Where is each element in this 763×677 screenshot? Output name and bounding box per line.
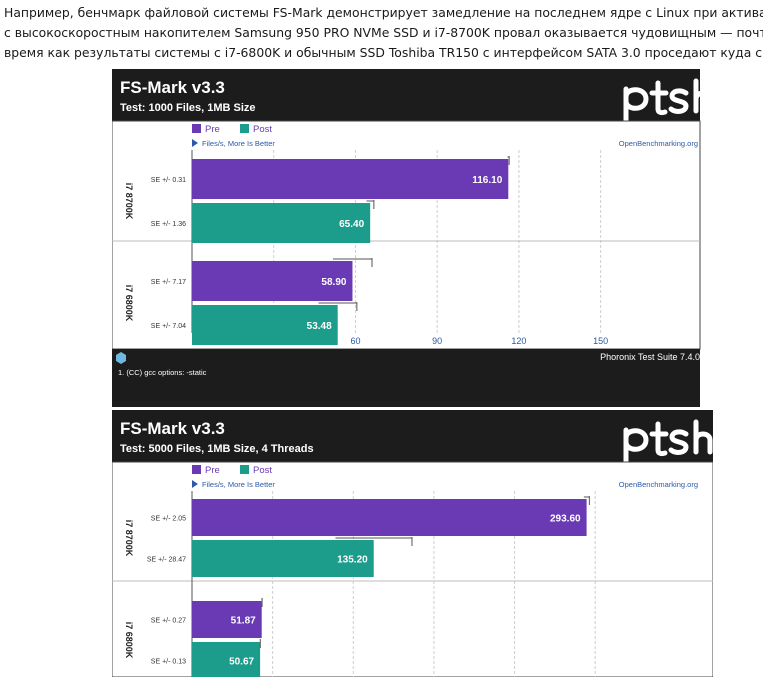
bar-i7-8700k-pre xyxy=(192,499,587,536)
error-bar-i7-8700k-pre xyxy=(583,496,590,505)
unit-label: Files/s, More Is Better xyxy=(202,139,275,148)
logo-letter-t xyxy=(649,80,669,116)
bar-value-i7-6800k-post: 53.48 xyxy=(307,321,332,332)
logo-letter-p xyxy=(623,86,649,124)
error-bar-i7-6800k-pre xyxy=(261,598,263,607)
chart-fsmark-1000-files: FS-Mark v3.3 Test: 1000 Files, 1MB Size Pr… xyxy=(112,69,713,407)
se-label-i7-6800k-post: SE +/- 7.04 xyxy=(151,323,186,330)
category-label-i7-8700k: i7 8700K xyxy=(124,183,134,220)
legend-swatch-post xyxy=(240,465,249,474)
logo-letter-t xyxy=(649,421,669,457)
se-label-i7-8700k-post: SE +/- 28.47 xyxy=(147,557,186,564)
bar-value-i7-8700k-pre: 293.60 xyxy=(550,514,581,525)
error-bar-i7-8700k-post xyxy=(366,200,375,209)
bar-i7-8700k-pre xyxy=(192,159,509,199)
legend-label-pre: Pre xyxy=(205,465,220,476)
category-label-i7-8700k: i7 8700K xyxy=(124,520,134,557)
ptsh-logo xyxy=(623,78,713,124)
logo-letter-h xyxy=(693,419,713,455)
footer-suite-label: Phoronix Test Suite 7.4.0 xyxy=(600,352,700,362)
legend-label-pre: Pre xyxy=(205,124,220,135)
bar-i7-6800k-pre xyxy=(192,261,353,301)
chart-subtitle: Test: 1000 Files, 1MB Size xyxy=(120,102,256,114)
se-label-i7-6800k-post: SE +/- 0.13 xyxy=(151,659,186,666)
se-label-i7-8700k-post: SE +/- 1.36 xyxy=(151,221,186,228)
bar-value-i7-8700k-pre: 116.10 xyxy=(472,175,502,186)
bar-i7-8700k-post xyxy=(192,540,374,577)
x-tick-label-120: 120 xyxy=(511,336,526,346)
chart-svg-2: FS-Mark v3.3 Test: 5000 Files, 1MB Size, … xyxy=(112,410,713,677)
chart-header xyxy=(112,410,713,462)
pts-cube-icon xyxy=(116,352,126,364)
bar-value-i7-6800k-post: 50.67 xyxy=(229,657,254,668)
logo-letter-s xyxy=(668,88,689,114)
se-label-i7-6800k-pre: SE +/- 0.27 xyxy=(151,618,186,625)
legend-swatch-pre xyxy=(192,465,201,474)
footer-note: 1. (CC) gcc options: -static xyxy=(118,368,207,377)
x-tick-label-150: 150 xyxy=(593,336,608,346)
direction-arrow-icon xyxy=(192,480,198,488)
legend-label-post: Post xyxy=(253,124,272,135)
error-bar-i7-6800k-post xyxy=(318,302,358,311)
article-line-2: с высокоскоростным накопителем Samsung 9… xyxy=(4,25,763,40)
chart-subtitle: Test: 5000 Files, 1MB Size, 4 Threads xyxy=(120,443,314,455)
error-bar-i7-6800k-pre xyxy=(332,258,373,267)
direction-arrow-icon xyxy=(192,139,198,147)
article-line-1: Например, бенчмарк файловой системы FS-M… xyxy=(4,5,763,20)
bar-value-i7-8700k-post: 135.20 xyxy=(337,555,368,566)
x-tick-label-60: 60 xyxy=(350,336,360,346)
chart-svg-1: FS-Mark v3.3 Test: 1000 Files, 1MB Size Pr… xyxy=(112,69,713,407)
chart-title: FS-Mark v3.3 xyxy=(120,419,225,438)
se-label-i7-8700k-pre: SE +/- 0.31 xyxy=(151,177,186,184)
legend-swatch-pre xyxy=(192,124,201,133)
legend-label-post: Post xyxy=(253,465,272,476)
article-text: Например, бенчмарк файловой системы FS-M… xyxy=(4,3,763,63)
logo-letter-h xyxy=(693,78,713,114)
se-label-i7-8700k-pre: SE +/- 2.05 xyxy=(151,516,186,523)
bar-i7-6800k-pre xyxy=(192,601,262,638)
logo-letter-s xyxy=(668,429,689,455)
bar-i7-6800k-post xyxy=(192,642,261,677)
bar-value-i7-6800k-pre: 58.90 xyxy=(321,277,346,288)
bar-i7-6800k-post xyxy=(192,305,338,345)
bar-value-i7-6800k-pre: 51.87 xyxy=(231,616,256,627)
category-label-i7-6800k: i7 6800K xyxy=(124,622,134,659)
article-line-3: время как результаты системы с i7-6800K … xyxy=(4,45,763,60)
chart-title: FS-Mark v3.3 xyxy=(120,78,225,97)
error-bar-i7-8700k-post xyxy=(335,537,413,546)
bar-value-i7-8700k-post: 65.40 xyxy=(339,219,364,230)
logo-letter-p xyxy=(623,427,649,465)
se-label-i7-6800k-pre: SE +/- 7.17 xyxy=(151,279,186,286)
category-label-i7-6800k: i7 6800K xyxy=(124,285,134,322)
chart-footer xyxy=(112,349,700,407)
ptsh-logo xyxy=(623,419,713,465)
bar-i7-8700k-post xyxy=(192,203,371,243)
source-label: OpenBenchmarking.org xyxy=(619,139,698,148)
legend-swatch-post xyxy=(240,124,249,133)
source-label: OpenBenchmarking.org xyxy=(619,480,698,489)
unit-label: Files/s, More Is Better xyxy=(202,480,275,489)
x-tick-label-90: 90 xyxy=(432,336,442,346)
chart-header xyxy=(112,69,700,121)
error-bar-i7-8700k-pre xyxy=(507,156,510,165)
chart-fsmark-5000-files: FS-Mark v3.3 Test: 5000 Files, 1MB Size, … xyxy=(112,410,713,677)
